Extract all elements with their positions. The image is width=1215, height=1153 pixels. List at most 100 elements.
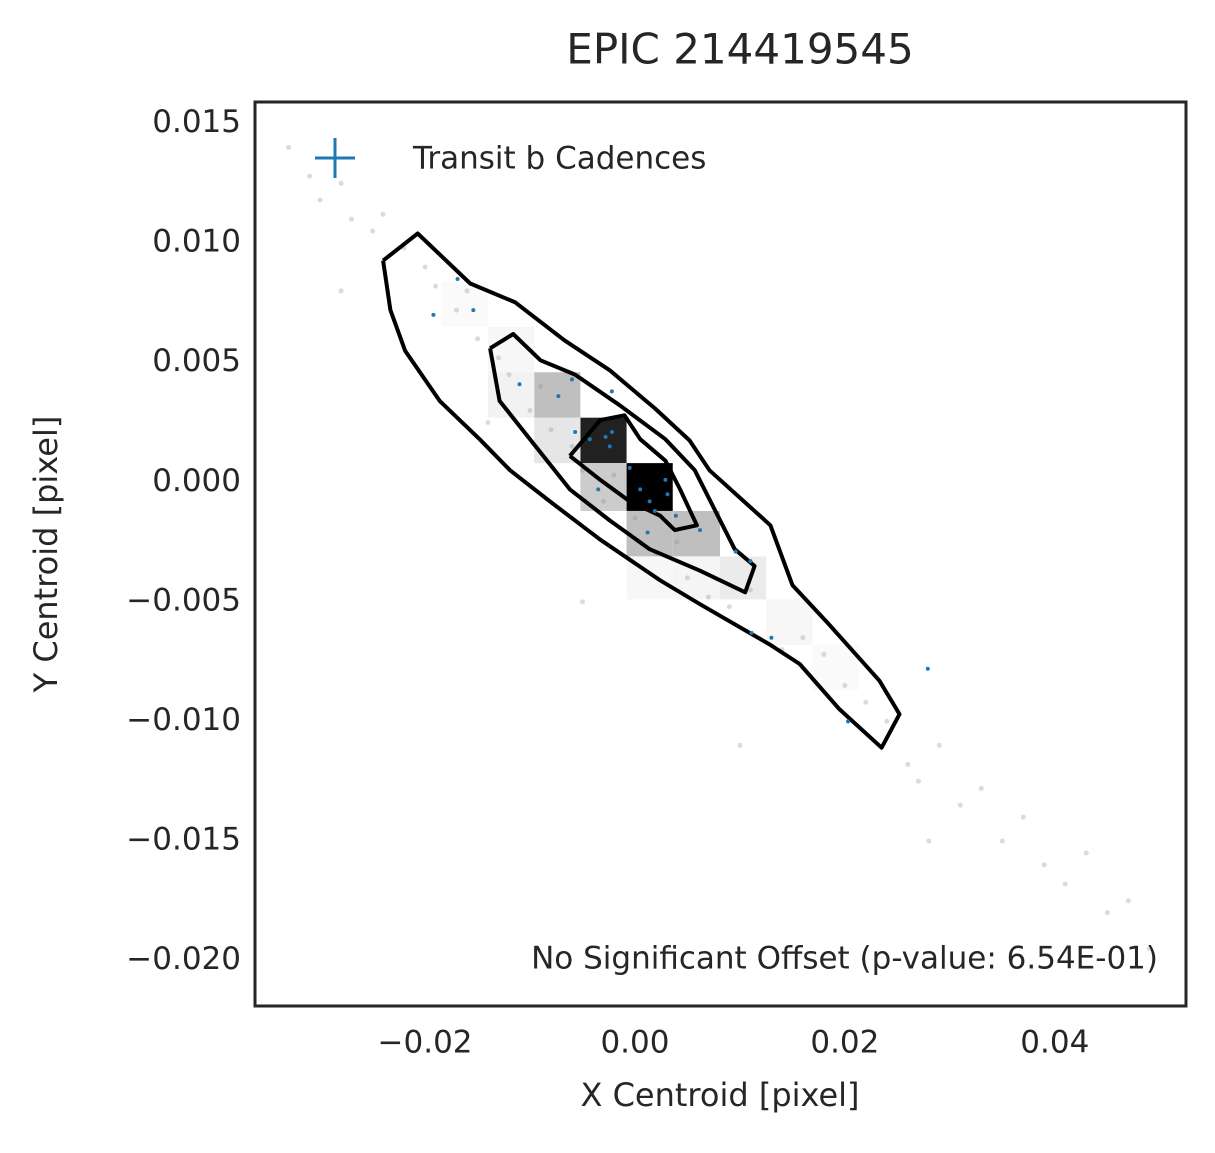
centroid-point xyxy=(737,742,743,748)
centroid-point xyxy=(611,472,617,478)
centroid-point xyxy=(370,228,376,234)
centroid-point xyxy=(905,761,911,767)
centroid-point xyxy=(884,718,890,724)
centroid-point xyxy=(684,575,690,581)
centroid-point xyxy=(579,599,585,605)
centroid-point xyxy=(464,288,470,294)
centroid-point xyxy=(380,211,386,217)
centroid-point xyxy=(863,699,869,705)
y-tick-label: 0.005 xyxy=(152,343,241,379)
centroid-point xyxy=(705,594,711,600)
legend-label: Transit b Cadences xyxy=(412,141,706,177)
transit-point xyxy=(846,719,851,724)
centroid-point xyxy=(978,785,984,791)
hist-cell xyxy=(766,599,813,645)
centroid-point xyxy=(600,498,606,504)
transit-point xyxy=(517,382,522,387)
centroid-point xyxy=(726,604,732,610)
centroid-point xyxy=(936,742,942,748)
centroid-point xyxy=(1062,881,1068,887)
centroid-point xyxy=(307,173,313,179)
centroid-point xyxy=(433,283,439,289)
transit-point xyxy=(652,508,657,513)
transit-point xyxy=(431,312,436,317)
y-tick-label: 0.010 xyxy=(152,224,241,260)
centroid-point xyxy=(1083,850,1089,856)
transit-point xyxy=(749,630,754,635)
contour xyxy=(381,231,902,750)
transit-point xyxy=(673,513,678,518)
hist-cell xyxy=(672,510,720,557)
centroid-point xyxy=(475,336,481,342)
transit-point xyxy=(665,492,670,497)
centroid-point xyxy=(569,443,575,449)
hist-cell xyxy=(580,417,627,464)
centroid-point xyxy=(527,408,533,414)
centroid-point xyxy=(1104,910,1110,916)
y-tick-label: −0.010 xyxy=(126,702,241,738)
centroid-point xyxy=(800,635,806,641)
centroid-point xyxy=(632,515,638,521)
transit-point xyxy=(609,430,614,435)
centroid-point xyxy=(1020,814,1026,820)
centroid-point xyxy=(496,355,502,361)
transit-point xyxy=(556,394,561,399)
transit-point xyxy=(603,434,608,439)
transit-point xyxy=(698,528,703,533)
transit-point xyxy=(663,477,668,482)
centroid-point xyxy=(485,419,491,425)
transit-point xyxy=(638,487,643,492)
centroid-point xyxy=(674,539,680,545)
y-axis-label: Y Centroid [pixel] xyxy=(27,416,65,694)
centroid-point xyxy=(999,838,1005,844)
y-tick-label: 0.000 xyxy=(152,463,241,499)
x-tick-label: 0.02 xyxy=(810,1025,879,1061)
transit-point xyxy=(645,530,650,535)
centroid-point xyxy=(338,288,344,294)
transit-point xyxy=(748,559,753,564)
transit-point xyxy=(607,444,612,449)
plot-frame xyxy=(253,100,1188,1008)
y-tick-label: −0.015 xyxy=(126,821,241,857)
transit-point xyxy=(627,465,632,470)
plot-area xyxy=(286,144,1152,952)
centroid-point xyxy=(506,372,512,378)
transit-point xyxy=(573,430,578,435)
centroid-point xyxy=(842,683,848,689)
centroid-point xyxy=(1125,898,1131,904)
x-tick-label: −0.02 xyxy=(378,1025,473,1061)
centroid-point xyxy=(338,180,344,186)
x-tick-label: 0.00 xyxy=(600,1025,669,1061)
centroid-point xyxy=(537,384,543,390)
y-tick-label: −0.005 xyxy=(126,582,241,618)
centroid-point xyxy=(957,802,963,808)
centroid-point xyxy=(915,778,921,784)
centroid-point xyxy=(422,264,428,270)
centroid-point xyxy=(317,197,323,203)
transit-point xyxy=(925,666,930,671)
centroid-point xyxy=(454,307,460,313)
transit-point xyxy=(733,549,738,554)
centroid-point xyxy=(821,651,827,657)
transit-point xyxy=(609,389,614,394)
centroid-point xyxy=(349,216,355,222)
centroid-point xyxy=(747,587,753,593)
centroid-point xyxy=(926,838,932,844)
y-tick-label: −0.020 xyxy=(126,941,241,977)
hist-cell xyxy=(812,644,859,691)
centroid-point xyxy=(286,144,292,150)
transit-point xyxy=(569,377,574,382)
transit-point xyxy=(647,499,652,504)
centroid-point xyxy=(1041,862,1047,868)
chart-title: EPIC 214419545 xyxy=(566,25,913,74)
contour xyxy=(488,332,757,595)
x-tick-label: 0.04 xyxy=(1020,1025,1089,1061)
transit-point xyxy=(587,437,592,442)
transit-point xyxy=(455,276,460,281)
y-tick-label: 0.015 xyxy=(152,104,241,140)
annotation: No Significant Offset (p-value: 6.54E-01… xyxy=(531,941,1158,977)
transit-point xyxy=(769,635,774,640)
centroid-point xyxy=(1146,946,1152,952)
